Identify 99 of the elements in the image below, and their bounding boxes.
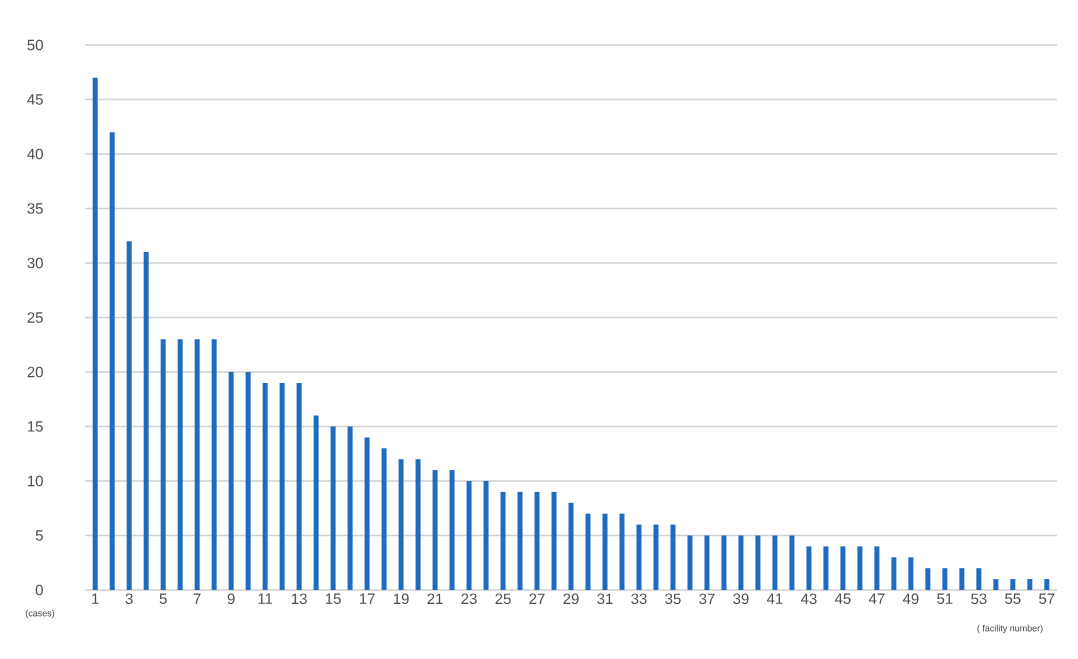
bar bbox=[228, 371, 234, 590]
bar bbox=[840, 546, 846, 590]
bar bbox=[1010, 579, 1016, 590]
bar bbox=[398, 459, 404, 590]
x-tick-label: 35 bbox=[665, 593, 681, 605]
bar bbox=[602, 513, 608, 590]
y-tick-label: 5 bbox=[35, 530, 43, 541]
x-tick-label: 21 bbox=[427, 593, 443, 604]
bar bbox=[517, 491, 523, 590]
x-tick-label: 45 bbox=[834, 593, 851, 604]
x-tick-label: 39 bbox=[733, 593, 749, 605]
bar bbox=[687, 535, 693, 590]
bar bbox=[704, 535, 710, 590]
bar bbox=[160, 339, 166, 590]
x-tick-label: 37 bbox=[699, 593, 715, 605]
bar bbox=[449, 470, 455, 590]
bar bbox=[245, 371, 251, 590]
bar bbox=[483, 480, 489, 590]
bar bbox=[738, 535, 744, 590]
x-tick-label: 5 bbox=[159, 593, 167, 604]
bar bbox=[619, 513, 625, 590]
x-tick-label: 57 bbox=[1039, 593, 1055, 604]
x-tick-label: 55 bbox=[1005, 593, 1021, 604]
y-tick-label: 25 bbox=[27, 312, 43, 323]
bar bbox=[415, 459, 421, 590]
bar bbox=[789, 535, 795, 590]
bar bbox=[993, 579, 999, 590]
bar bbox=[296, 382, 302, 590]
bar bbox=[534, 491, 540, 590]
bar bbox=[670, 524, 676, 590]
bar bbox=[806, 546, 812, 590]
y-tick-label: 15 bbox=[28, 421, 43, 432]
bar bbox=[279, 382, 285, 590]
bar bbox=[874, 546, 880, 590]
bar bbox=[755, 535, 761, 590]
x-tick-label: 13 bbox=[291, 593, 307, 605]
y-tick-label: 20 bbox=[27, 366, 43, 378]
bar bbox=[636, 524, 642, 590]
y-tick-label: 40 bbox=[27, 148, 43, 160]
text: (cases) bbox=[25, 609, 55, 619]
bar bbox=[500, 491, 506, 590]
x-tick-label: 19 bbox=[393, 593, 409, 605]
bar bbox=[857, 546, 863, 590]
bar bbox=[925, 568, 931, 590]
bar bbox=[313, 415, 319, 590]
bar bbox=[126, 241, 132, 590]
bar bbox=[330, 426, 336, 590]
bar bbox=[432, 470, 438, 590]
bar bbox=[585, 513, 591, 590]
x-tick-label: 7 bbox=[193, 593, 201, 604]
bar bbox=[364, 437, 370, 590]
y-tick-label: 45 bbox=[27, 94, 43, 105]
x-tick-label: 53 bbox=[971, 593, 987, 605]
bar bbox=[92, 77, 98, 590]
x-tick-label: 33 bbox=[631, 593, 647, 605]
bar bbox=[823, 546, 829, 590]
y-tick-label: 0 bbox=[35, 584, 43, 596]
x-tick-label: 41 bbox=[766, 593, 783, 604]
x-tick-label: 31 bbox=[597, 593, 613, 605]
bar bbox=[211, 339, 217, 590]
bar bbox=[381, 448, 387, 590]
x-tick-label: 29 bbox=[563, 593, 579, 605]
text: ( facility number) bbox=[977, 624, 1043, 634]
x-tick-label: 9 bbox=[227, 593, 235, 605]
bar bbox=[568, 502, 574, 590]
bar bbox=[347, 426, 353, 590]
bar bbox=[551, 491, 557, 590]
bar bbox=[143, 252, 149, 590]
x-tick-label: 51 bbox=[937, 593, 953, 604]
bar bbox=[942, 568, 948, 590]
bar bbox=[959, 568, 965, 590]
bar bbox=[1027, 579, 1033, 590]
bar bbox=[653, 524, 659, 590]
x-tick-label: 3 bbox=[125, 593, 133, 605]
x-tick-label: 17 bbox=[359, 593, 375, 604]
bar bbox=[976, 568, 982, 590]
x-tick-label: 15 bbox=[325, 593, 341, 604]
y-tick-label: 10 bbox=[28, 475, 43, 487]
x-tick-label: 49 bbox=[902, 593, 919, 605]
x-tick-label: 23 bbox=[461, 593, 477, 605]
x-tick-label: 43 bbox=[800, 593, 817, 605]
bar bbox=[1044, 579, 1050, 590]
bar bbox=[177, 339, 183, 590]
y-tick-label: 50 bbox=[27, 39, 43, 51]
y-tick-label: 30 bbox=[27, 257, 43, 269]
x-tick-label: 11 bbox=[258, 593, 273, 604]
bar bbox=[194, 339, 200, 590]
bar bbox=[262, 382, 268, 590]
bar bbox=[908, 557, 914, 590]
x-tick-label: 25 bbox=[495, 593, 511, 605]
x-tick-label: 27 bbox=[529, 593, 545, 604]
x-tick-label: 1 bbox=[92, 593, 99, 604]
bar bbox=[772, 535, 778, 590]
bar bbox=[891, 557, 897, 590]
bar bbox=[721, 535, 727, 590]
bar bbox=[109, 132, 115, 590]
bar bbox=[466, 480, 472, 590]
x-tick-label: 47 bbox=[868, 593, 885, 604]
y-tick-label: 35 bbox=[27, 203, 43, 214]
